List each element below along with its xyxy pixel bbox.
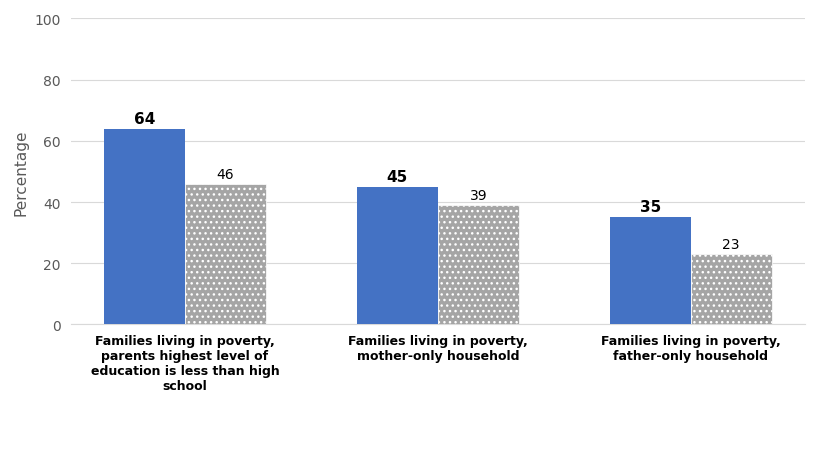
Text: 39: 39 [469,189,487,202]
Text: 46: 46 [216,167,234,181]
Bar [104,129,185,325]
Text: 23: 23 [722,238,740,251]
Bar [185,184,266,325]
Text: 45: 45 [387,169,408,184]
Bar [610,218,690,325]
Text: 64: 64 [133,111,155,126]
Text: 35: 35 [640,200,661,215]
Bar [438,206,518,325]
Bar [357,187,438,325]
Y-axis label: Percentage: Percentage [14,129,29,215]
Bar [690,254,771,325]
